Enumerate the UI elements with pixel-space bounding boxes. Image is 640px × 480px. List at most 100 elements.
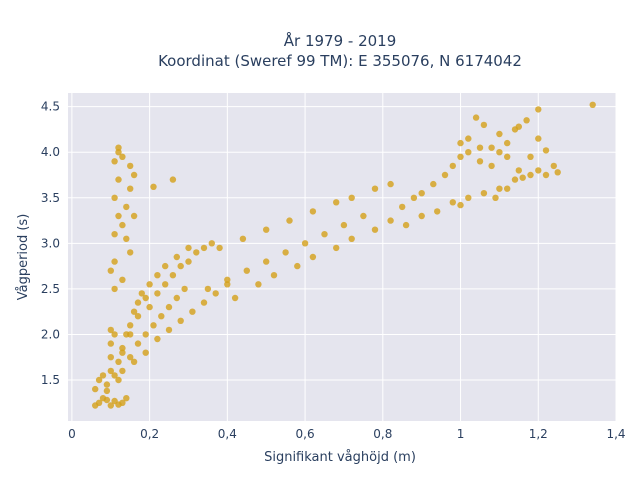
data-point: [111, 231, 118, 238]
data-point: [294, 262, 301, 270]
data-point: [496, 130, 503, 138]
data-point: [177, 262, 184, 270]
data-point: [309, 208, 317, 215]
x-tick-label: 1,2: [529, 427, 548, 441]
data-point: [457, 201, 464, 209]
data-point: [589, 101, 596, 109]
data-point: [150, 322, 157, 329]
x-tick-label: 0,6: [296, 427, 315, 441]
data-point: [111, 258, 118, 265]
data-point: [115, 212, 122, 220]
data-point: [457, 153, 464, 160]
data-point: [111, 331, 118, 338]
x-tick-label: 0: [68, 427, 76, 441]
data-point: [123, 395, 130, 402]
data-point: [189, 308, 196, 315]
data-point: [127, 185, 134, 192]
data-point: [418, 212, 425, 220]
data-point: [130, 212, 138, 220]
x-axis-ticks: 0 0,2 0,4 0,6 0,8 1 1,2 1,4: [68, 427, 625, 441]
data-point: [476, 144, 484, 151]
data-point: [535, 106, 542, 113]
data-point: [488, 144, 495, 151]
data-point: [162, 281, 169, 288]
data-point: [480, 121, 488, 129]
data-point: [107, 354, 115, 361]
data-point: [119, 367, 126, 375]
data-point: [263, 258, 270, 265]
data-point: [154, 272, 161, 279]
data-point: [519, 174, 526, 181]
data-point: [371, 185, 379, 192]
data-point: [150, 183, 157, 190]
data-point: [321, 231, 328, 238]
data-point: [181, 285, 188, 293]
data-point: [185, 244, 192, 252]
data-point: [130, 171, 138, 179]
data-point: [193, 249, 200, 256]
data-point: [95, 399, 103, 406]
data-point: [200, 244, 208, 252]
chart-title-line-2: Koordinat (Sweref 99 TM): E 355076, N 61…: [158, 52, 522, 70]
data-point: [173, 294, 180, 302]
data-point: [527, 171, 534, 179]
data-point: [554, 169, 561, 176]
data-point: [488, 162, 495, 170]
data-point: [224, 276, 231, 283]
data-point: [142, 349, 149, 356]
data-point: [138, 290, 145, 297]
data-point: [107, 367, 115, 375]
data-point: [177, 317, 184, 324]
data-point: [200, 299, 208, 306]
data-point: [111, 194, 118, 201]
chart-title: År 1979 - 2019 Koordinat (Sweref 99 TM):…: [158, 31, 522, 70]
data-point: [527, 153, 534, 160]
data-point: [115, 149, 122, 156]
data-point: [301, 240, 309, 247]
data-point: [434, 208, 441, 215]
data-point: [542, 171, 550, 179]
data-point: [134, 313, 142, 320]
data-point: [255, 281, 262, 288]
data-point: [107, 402, 115, 409]
data-point: [92, 385, 99, 393]
y-tick-label: 3.0: [41, 236, 60, 250]
data-point: [476, 158, 484, 165]
data-point: [146, 281, 153, 288]
data-point: [410, 194, 418, 201]
data-point: [239, 235, 247, 242]
data-point: [111, 158, 118, 165]
data-point: [348, 235, 355, 242]
data-point: [127, 249, 134, 256]
data-point: [123, 235, 130, 242]
data-point: [115, 176, 122, 183]
data-point: [169, 272, 177, 279]
data-point: [119, 221, 126, 229]
x-axis-label: Signifikant våghöjd (m): [264, 450, 416, 465]
data-point: [515, 167, 522, 174]
data-point: [360, 212, 367, 220]
data-point: [185, 258, 192, 265]
data-point: [103, 381, 111, 388]
data-point: [115, 376, 122, 384]
data-point: [208, 240, 215, 247]
data-point: [154, 290, 161, 297]
data-point: [430, 180, 437, 188]
data-point: [542, 147, 550, 154]
data-point: [142, 294, 149, 302]
data-point: [309, 253, 317, 261]
data-point: [535, 135, 542, 142]
data-point: [119, 349, 126, 356]
data-point: [127, 162, 134, 170]
data-point: [333, 199, 340, 206]
data-point: [286, 217, 293, 224]
y-tick-label: 4.5: [41, 100, 60, 114]
data-point: [270, 272, 278, 279]
data-point: [134, 340, 142, 347]
data-point: [418, 190, 425, 197]
data-point: [333, 244, 340, 252]
data-point: [472, 114, 480, 121]
data-point: [111, 285, 118, 293]
data-point: [492, 194, 499, 201]
